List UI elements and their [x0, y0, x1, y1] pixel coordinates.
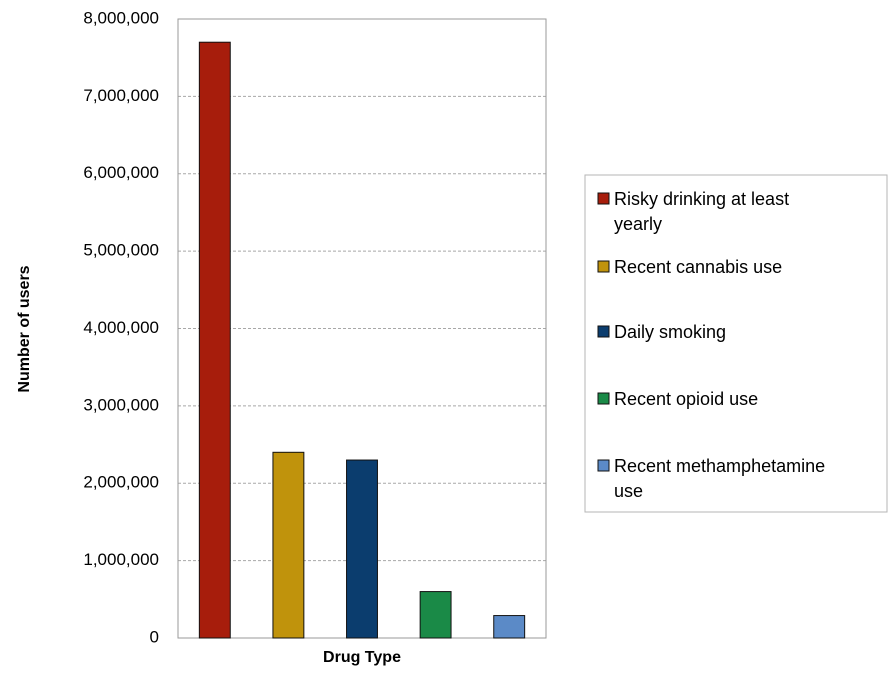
y-tick-label: 0 [150, 627, 159, 646]
legend-label: Daily smoking [614, 322, 726, 342]
legend-swatch [597, 192, 610, 205]
y-axis-tick-labels: 0 1,000,000 2,000,000 3,000,000 4,000,000 5,0… [83, 8, 159, 646]
bar-1 [198, 41, 231, 639]
legend-swatch [597, 459, 610, 472]
legend-item: Risky drinking at least yearly [597, 189, 789, 234]
y-tick-label: 3,000,000 [83, 395, 159, 414]
y-tick-label: 6,000,000 [83, 163, 159, 182]
bar-4 [419, 591, 452, 639]
gridlines [178, 95, 546, 562]
legend-label: Recent cannabis use [614, 257, 782, 277]
x-axis-label: Drug Type [323, 649, 401, 666]
legend-label: Recent opioid use [614, 389, 758, 409]
y-tick-label: 4,000,000 [83, 318, 159, 337]
legend-label: Risky drinking at least yearly [614, 189, 789, 234]
legend-item: Recent cannabis use [597, 257, 782, 277]
legend-swatch [597, 392, 610, 405]
legend-swatch [597, 325, 610, 338]
y-tick-label: 5,000,000 [83, 241, 159, 260]
y-axis-label: Number of users [16, 265, 33, 392]
y-tick-label: 2,000,000 [83, 473, 159, 492]
legend-box [584, 174, 888, 513]
legend: Risky drinking at least yearly Recent cann… [584, 174, 888, 513]
legend-item: Daily smoking [597, 322, 726, 342]
y-tick-label: 8,000,000 [83, 8, 159, 27]
bars [198, 41, 526, 639]
bar-3 [346, 459, 378, 639]
y-tick-label: 1,000,000 [83, 550, 159, 569]
legend-item: Recent opioid use [597, 389, 758, 409]
legend-item: Recent methamphetamine use [597, 456, 825, 501]
legend-swatch [597, 260, 610, 273]
legend-label: Recent methamphetamine use [614, 456, 825, 501]
bar-2 [272, 451, 305, 639]
y-tick-label: 7,000,000 [83, 86, 159, 105]
bar-5 [493, 615, 526, 639]
